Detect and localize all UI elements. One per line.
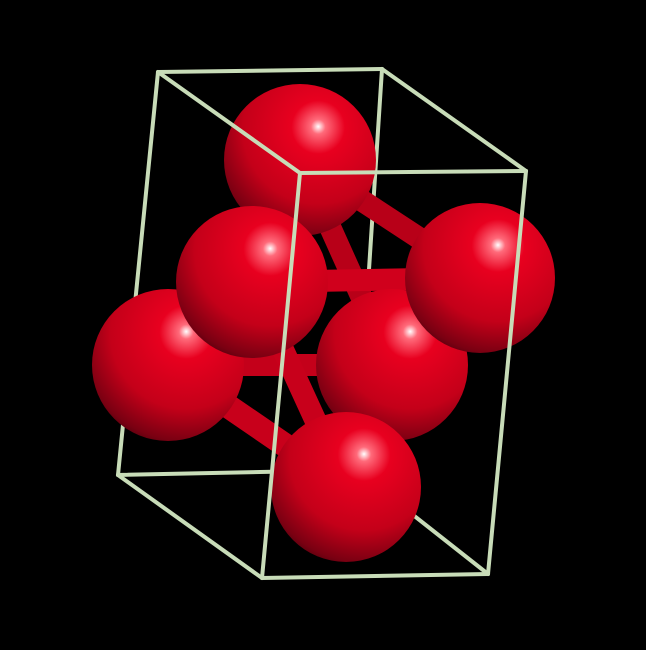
atoms [92,84,555,562]
atom-top [224,84,376,236]
cell-edge [486,169,528,576]
cell-edge [156,70,302,175]
atom-upper-left [176,206,328,358]
cell-edge [260,572,490,580]
cell-edge [156,67,384,74]
cell-edge [260,171,302,580]
cell-edge [298,169,528,175]
atom-bottom [271,412,421,562]
unit-cell-front-edges [116,70,528,580]
atom-right [405,203,555,353]
cell-edge [380,67,528,173]
cell-edge [116,473,264,580]
